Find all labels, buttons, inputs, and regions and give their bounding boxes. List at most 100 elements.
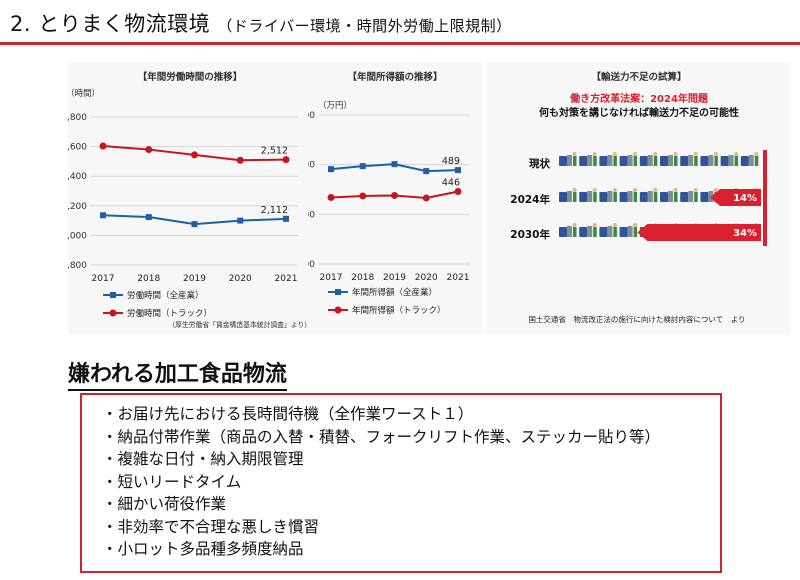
truck-cargo-icon (627, 191, 633, 202)
truck-cargo-icon (668, 155, 673, 166)
slide-title-main: 2. とりまく物流環境 (10, 12, 211, 36)
truck-cargo-icon (587, 226, 593, 237)
truck-cab-icon (599, 192, 608, 202)
data-point (423, 168, 430, 175)
truck-cab-icon (700, 156, 709, 166)
truck-cargo-icon (708, 191, 714, 202)
income-chart-lines: 489 446 (327, 156, 462, 202)
data-point (100, 212, 106, 219)
y-tick-label: 600 (308, 111, 315, 121)
shortage-chart: 【輸送力不足の試算】 働き方改革法案：2024年問題 何も対策を講じなければ輸送… (510, 71, 767, 324)
data-point (237, 217, 244, 224)
shortage-spine (763, 150, 767, 246)
x-tick-label: 2021 (275, 274, 298, 284)
driver-body-icon (694, 192, 698, 202)
truck-cargo-icon (668, 191, 673, 202)
shortage-panel: 【輸送力不足の試算】 働き方改革法案：2024年問題 何も対策を講じなければ輸送… (487, 62, 790, 334)
row-label: 2024年 (510, 193, 550, 206)
slide-subtitle: （ドライバー環境・時間外労働上限規制） (217, 17, 512, 35)
x-tick-label: 2017 (320, 273, 343, 283)
driver-body-icon (633, 227, 638, 237)
truck-cab-icon (599, 227, 608, 237)
data-label: 2,112 (261, 205, 288, 216)
driver-body-icon (754, 156, 759, 166)
driver-head-icon (734, 152, 739, 156)
data-point (145, 214, 152, 221)
driver-body-icon (573, 227, 577, 237)
shortage-rows: 現状 2024年 14% 2030年 34% (510, 150, 767, 246)
income-chart-xticks: 2017 2018 2019 2020 2021 (320, 273, 470, 283)
x-tick-label: 2019 (183, 274, 206, 284)
list-item: 複雑な日付・納入期限管理 (102, 448, 720, 471)
driver-body-icon (613, 227, 617, 237)
shortage-headline: 働き方改革法案：2024年問題 (569, 92, 709, 105)
shortage-bar (637, 224, 761, 241)
x-tick-label: 2018 (137, 274, 160, 284)
driver-body-icon (653, 192, 658, 202)
truck-cargo-icon (607, 226, 613, 237)
truck-cab-icon (559, 227, 567, 237)
legend-label: 年間所得額（トラック） (352, 305, 446, 316)
list-item: 細かい荷役作業 (102, 493, 720, 516)
truck-cargo-icon (728, 155, 734, 166)
issue-list: お届け先における長時間待機（全作業ワースト１） 納品付帯作業（商品の入替・積替、… (102, 403, 720, 561)
driver-head-icon (572, 188, 577, 192)
data-point (455, 167, 461, 174)
income-chart-yticks: 600 500 400 300 (298, 111, 470, 270)
truck-cab-icon (619, 192, 628, 202)
shortage-bar (710, 189, 761, 206)
legend-marker-truck (334, 306, 342, 314)
shortage-title: 【輸送力不足の試算】 (591, 71, 686, 83)
driver-body-icon (593, 227, 597, 237)
truck-cargo-icon (647, 191, 653, 202)
driver-body-icon (593, 192, 597, 202)
y-tick-label: 500 (308, 161, 315, 171)
driver-head-icon (592, 223, 597, 227)
truck-cab-icon (559, 192, 567, 202)
y-tick-label: 2,400 (68, 172, 87, 182)
truck-cargo-icon (567, 191, 572, 202)
legend-marker-all-industry (335, 289, 341, 295)
driver-head-icon (754, 152, 759, 156)
truck-cab-icon (579, 156, 588, 166)
data-point (454, 187, 462, 195)
truck-cargo-icon (647, 155, 653, 166)
driver-head-icon (713, 152, 718, 156)
truck-cab-icon (639, 192, 648, 202)
truck-cab-icon (559, 156, 567, 166)
data-point (191, 221, 198, 228)
legend-marker-all-industry (110, 292, 116, 298)
driver-head-icon (633, 223, 638, 227)
truck-cargo-icon (607, 191, 613, 202)
data-point (282, 156, 290, 164)
data-point (145, 146, 153, 154)
driver-body-icon (613, 192, 617, 202)
legend-label: 労働時間（全産業） (127, 290, 204, 301)
shortage-value-label: 14% (733, 193, 757, 204)
income-chart-title: 【年間所得額の推移】 (347, 71, 442, 83)
data-point (283, 215, 289, 222)
legend-label: 労働時間（トラック） (127, 308, 212, 319)
list-item: お届け先における長時間待機（全作業ワースト１） (102, 403, 720, 426)
x-tick-label: 2017 (92, 274, 115, 284)
list-item: 納品付帯作業（商品の入替・積替、フォークリフト作業、ステッカー貼り等） (102, 426, 720, 449)
list-item: 短いリードタイム (102, 471, 720, 494)
truck-cab-icon (639, 156, 648, 166)
driver-head-icon (693, 188, 698, 192)
driver-body-icon (674, 192, 678, 202)
y-tick-label: 400 (308, 210, 315, 220)
truck-cargo-icon (708, 155, 714, 166)
hours-chart-lines: 2,112 2,512 (99, 142, 290, 228)
data-point (359, 163, 366, 170)
data-point (328, 166, 334, 173)
hours-chart-source: （厚生労働省「賃金構造基本統計調査」より） (168, 320, 311, 329)
truck-cab-icon (619, 156, 628, 166)
driver-head-icon (572, 152, 577, 156)
truck-cargo-icon (627, 226, 633, 237)
income-chart: 【年間所得額の推移】 （万円） 600500400300 20172018201… (298, 71, 470, 316)
list-item: 非効率で不合理な悪しき慣習 (102, 516, 720, 539)
income-chart-ylabel: （万円） (318, 100, 352, 111)
driver-body-icon (714, 156, 718, 166)
driver-body-icon (653, 156, 658, 166)
truck-cargo-icon (627, 155, 633, 166)
